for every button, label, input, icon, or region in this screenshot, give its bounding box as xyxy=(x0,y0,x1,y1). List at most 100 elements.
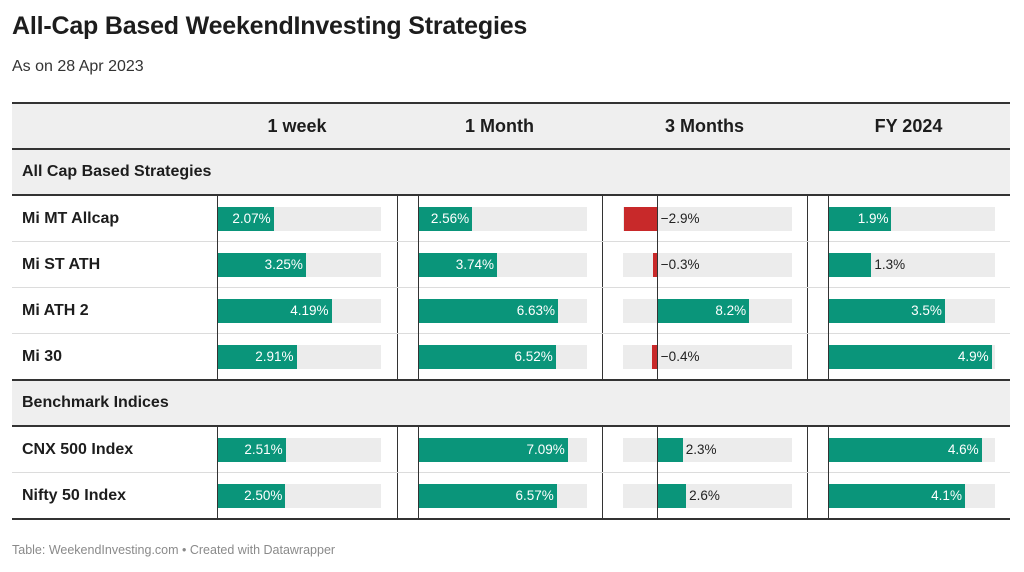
value-bar xyxy=(418,207,473,231)
value-bar xyxy=(828,253,872,277)
bar-cell: 3.25% xyxy=(197,241,397,288)
zero-axis-line xyxy=(418,426,419,473)
zero-axis-line xyxy=(828,241,829,288)
value-bar xyxy=(217,207,274,231)
bar-cell: 4.19% xyxy=(197,287,397,334)
row-label: Mi MT Allcap xyxy=(22,210,120,227)
zero-axis-line xyxy=(217,195,218,242)
value-label: −2.9% xyxy=(660,211,700,226)
bar-cell: 1.9% xyxy=(807,195,1011,242)
value-label: 6.57% xyxy=(515,488,554,503)
value-label: 2.56% xyxy=(430,211,470,226)
row-label: Mi ST ATH xyxy=(22,256,101,273)
bar-cell: 4.6% xyxy=(807,426,1011,473)
zero-axis-line xyxy=(656,195,658,242)
value-bar xyxy=(418,484,557,508)
zero-axis-line xyxy=(418,195,419,242)
value-label: −0.3% xyxy=(660,257,700,272)
zero-axis-line xyxy=(217,472,218,519)
zero-axis-line xyxy=(217,241,218,288)
bar-cell: 2.07% xyxy=(197,195,397,242)
value-label: 1.3% xyxy=(874,257,906,272)
bar-cell: 2.51% xyxy=(197,426,397,473)
value-label: 2.07% xyxy=(232,211,271,226)
value-bar xyxy=(828,207,892,231)
zero-axis-line xyxy=(217,426,218,473)
zero-axis-line xyxy=(828,472,829,519)
value-label: 7.09% xyxy=(526,442,565,457)
value-bar xyxy=(217,438,286,462)
value-bar xyxy=(656,299,750,323)
value-bar xyxy=(418,345,556,369)
value-label: 2.3% xyxy=(685,442,717,457)
zero-axis-line xyxy=(828,287,829,334)
table-row: CNX 500 Index 2.51% 7.09% 2.3% 4.6% xyxy=(12,426,1011,473)
zero-axis-line xyxy=(828,333,829,380)
bar-track xyxy=(623,253,792,277)
zero-axis-line xyxy=(418,241,419,288)
value-bar xyxy=(217,299,332,323)
table-row: Mi ATH 2 4.19% 6.63% 8.2% 3.5% xyxy=(12,287,1010,334)
value-bar xyxy=(624,207,657,231)
group-label: All Cap Based Strategies xyxy=(22,163,212,180)
row-label: Mi 30 xyxy=(22,348,63,365)
value-label: 3.74% xyxy=(455,257,495,272)
zero-axis-line xyxy=(217,333,218,380)
bar-cell: −2.9% xyxy=(602,195,808,242)
chart-subtitle: As on 28 Apr 2023 xyxy=(12,58,144,75)
chart-title: All-Cap Based WeekendInvesting Strategie… xyxy=(12,12,528,40)
table-header-row: 1 week 1 Month 3 Months FY 2024 xyxy=(12,102,1010,150)
column-header: 3 Months xyxy=(665,116,744,136)
value-bar xyxy=(653,253,657,277)
bar-track xyxy=(623,484,792,508)
table-row: Mi ST ATH 3.25% 3.74% −0.3% 1.3% xyxy=(12,241,1010,288)
value-bar xyxy=(828,299,945,323)
value-label: 2.91% xyxy=(255,349,294,364)
value-bar xyxy=(656,438,683,462)
value-label: 1.9% xyxy=(857,211,889,226)
column-header: 1 week xyxy=(267,116,327,136)
source-footer: Table: WeekendInvesting.com • Created wi… xyxy=(12,543,336,557)
value-label: 8.2% xyxy=(715,303,747,318)
bar-cell: 2.3% xyxy=(602,426,808,473)
bar-cell: 2.6% xyxy=(602,472,808,519)
bar-cell: −0.4% xyxy=(602,333,808,380)
group-header-row: All Cap Based Strategies xyxy=(12,150,1010,196)
bar-track xyxy=(623,345,792,369)
value-label: 2.6% xyxy=(689,488,720,503)
bar-cell: 3.74% xyxy=(397,241,603,288)
value-bar xyxy=(418,438,568,462)
row-label: Mi ATH 2 xyxy=(22,302,89,319)
bar-cell: 7.09% xyxy=(397,426,603,473)
value-bar xyxy=(217,253,306,277)
zero-axis-line xyxy=(828,195,829,242)
bar-cell: 4.1% xyxy=(807,472,1011,519)
value-bar xyxy=(217,345,297,369)
value-bar xyxy=(828,438,982,462)
bar-cell: 8.2% xyxy=(602,287,808,334)
value-bar xyxy=(652,345,657,369)
value-bar xyxy=(828,484,965,508)
value-bar xyxy=(418,253,497,277)
bar-cell: 6.63% xyxy=(397,287,603,334)
value-label: 3.25% xyxy=(264,257,303,272)
zero-axis-line xyxy=(656,287,658,334)
bar-cell: 6.57% xyxy=(397,472,603,519)
zero-axis-line xyxy=(656,426,658,473)
bar-cell: −0.3% xyxy=(602,241,808,288)
bar-cell: 2.56% xyxy=(397,195,603,242)
value-label: 4.1% xyxy=(931,488,962,503)
table-row: Mi 30 2.91% 6.52% −0.4% 4.9% xyxy=(12,333,1010,381)
value-label: 4.9% xyxy=(957,349,989,364)
value-label: −0.4% xyxy=(660,349,700,364)
bar-cell: 6.52% xyxy=(397,333,603,380)
value-bar xyxy=(418,299,559,323)
table-row: Mi MT Allcap 2.07% 2.56% −2.9% 1.9% xyxy=(12,195,1011,242)
value-bar xyxy=(828,345,992,369)
table-row: Nifty 50 Index 2.50% 6.57% 2.6% 4.1% xyxy=(12,472,1011,520)
zero-axis-line xyxy=(828,426,829,473)
column-header: 1 Month xyxy=(465,116,534,136)
row-label: CNX 500 Index xyxy=(22,441,134,458)
value-label: 6.52% xyxy=(514,349,553,364)
group-header-row: Benchmark Indices xyxy=(12,381,1010,427)
